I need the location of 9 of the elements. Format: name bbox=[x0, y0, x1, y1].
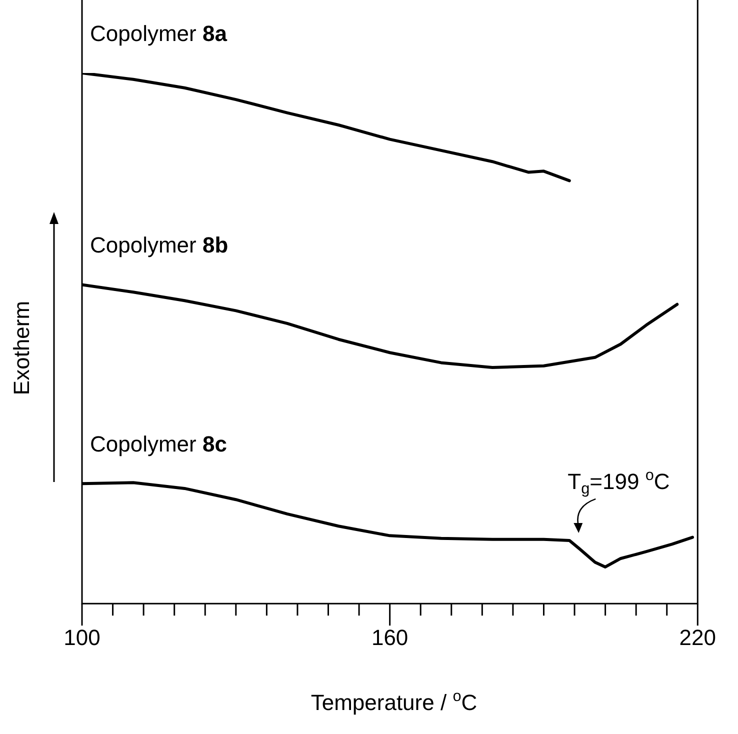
x-tick-label: 160 bbox=[371, 624, 408, 650]
series-label: Copolymer 8b bbox=[90, 232, 228, 258]
annotation: T$_{g}$=199 $^{o}$C bbox=[568, 466, 670, 498]
x-tick-label: 100 bbox=[64, 624, 100, 650]
x-axis-title: Temperature / $^{o}$C bbox=[310, 688, 478, 716]
series-label: Copolymer 8c bbox=[90, 432, 227, 457]
series-label: Copolymer 8a bbox=[90, 21, 228, 46]
x-tick-label: 220 bbox=[679, 624, 716, 650]
y-axis-title: Exotherm bbox=[9, 300, 35, 396]
